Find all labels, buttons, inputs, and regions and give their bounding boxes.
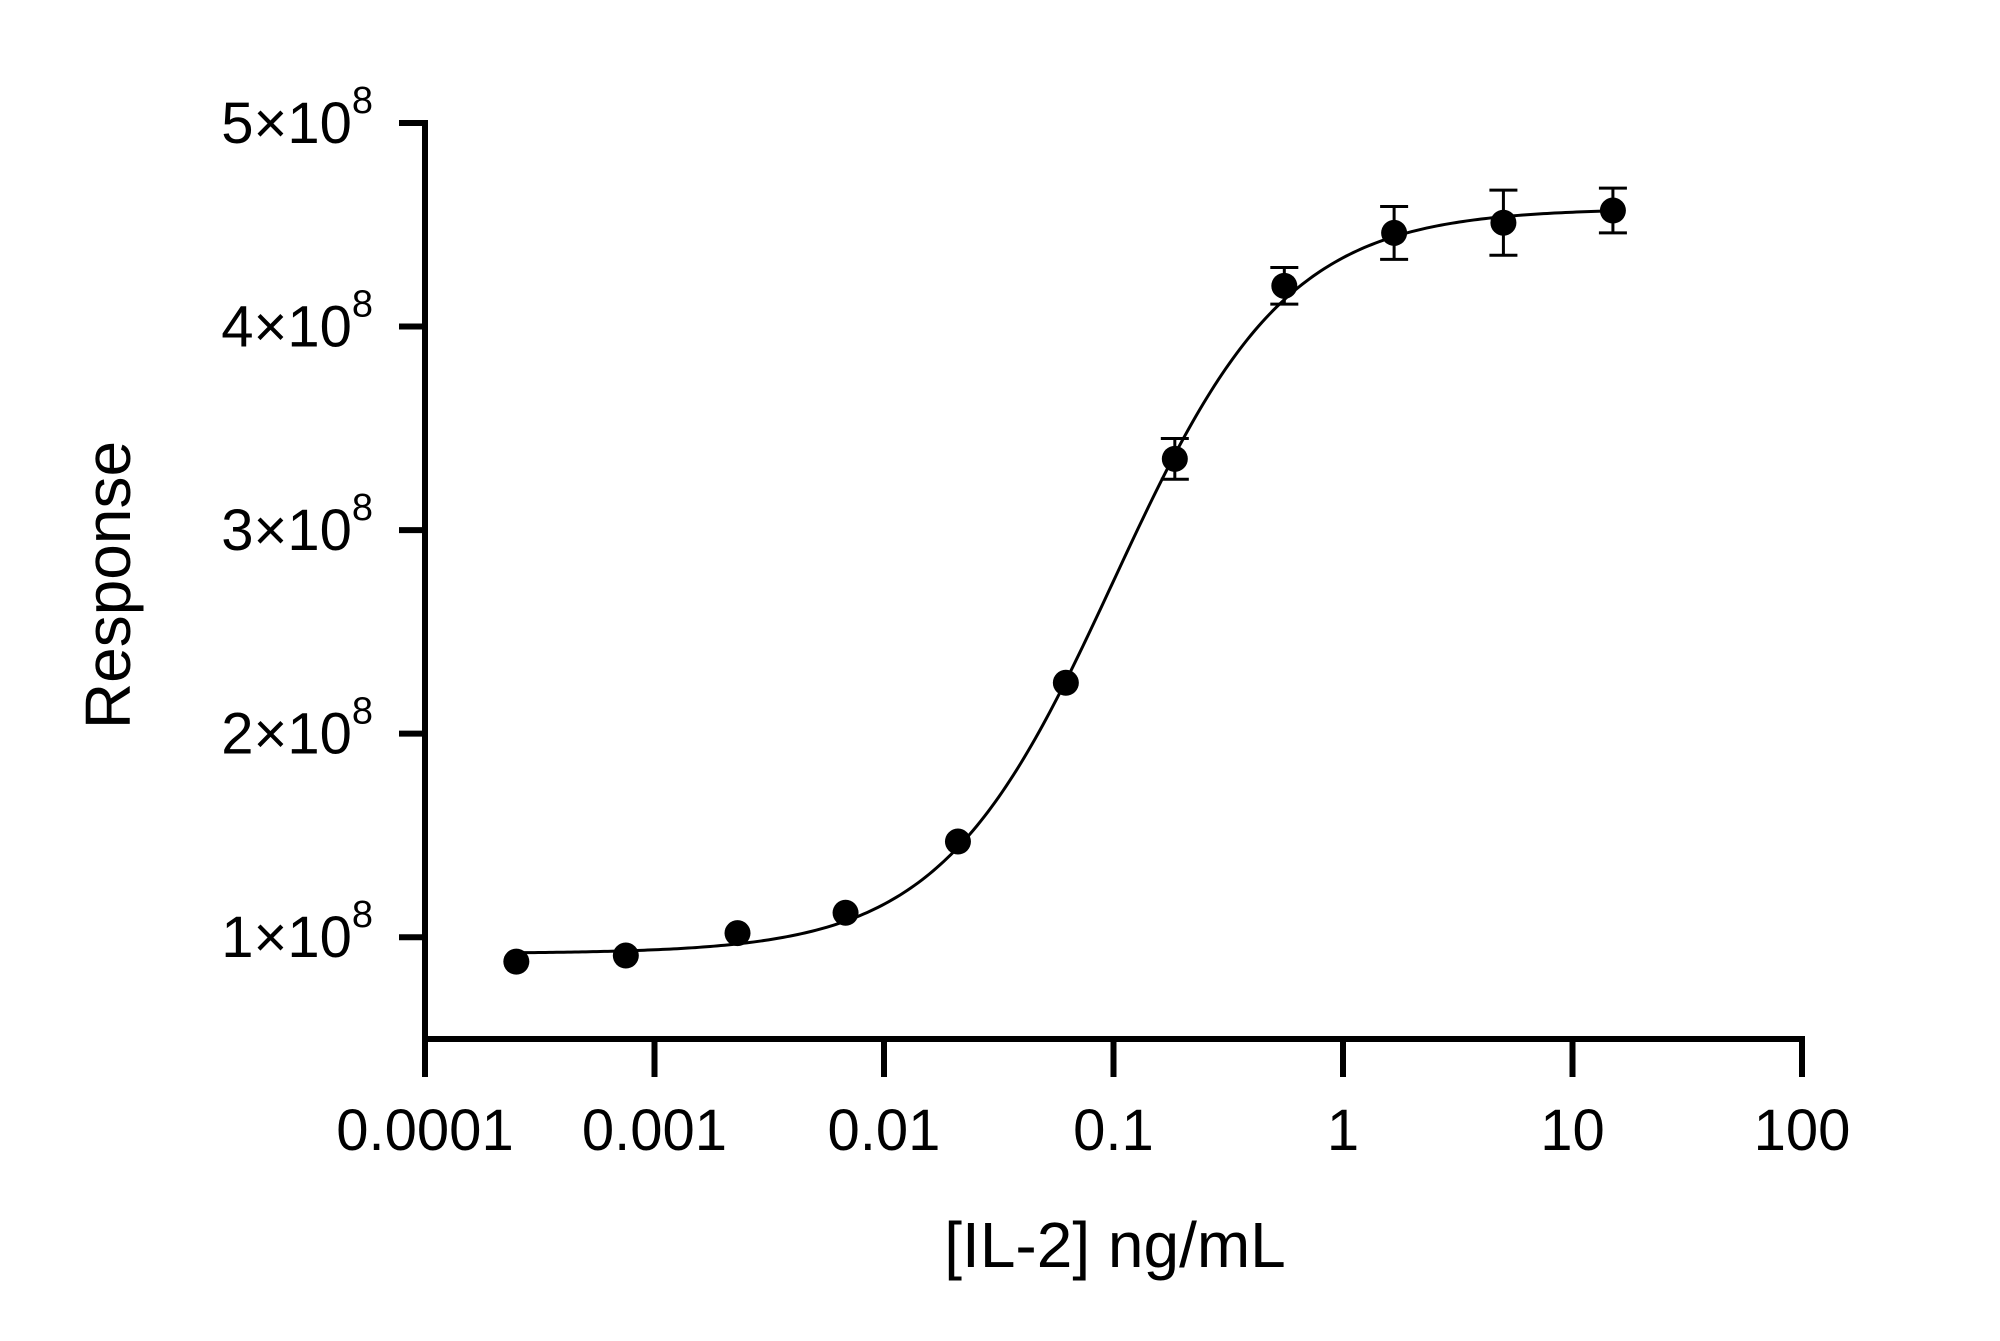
x-tick-label: 10 — [1540, 1098, 1605, 1163]
x-tick-label: 1 — [1327, 1098, 1359, 1163]
data-point — [612, 942, 639, 969]
data-point — [724, 920, 751, 947]
data-point — [1161, 445, 1188, 472]
data-point — [1271, 272, 1298, 299]
data-points — [503, 197, 1626, 975]
data-point — [1052, 669, 1079, 696]
x-axis-label: [IL-2] ng/mL — [944, 1209, 1286, 1281]
y-tick-label: 4×108 — [221, 284, 373, 360]
y-axis-ticks: 1×108 2×108 3×108 4×108 5×108 — [221, 80, 425, 970]
y-tick-label: 5×108 — [221, 80, 373, 156]
data-point — [944, 828, 971, 855]
x-axis-ticks: 0.0001 0.001 0.01 0.1 1 10 100 — [336, 1039, 1850, 1163]
x-tick-label: 100 — [1754, 1098, 1851, 1163]
y-tick-label: 2×108 — [221, 691, 373, 767]
x-tick-label: 0.1 — [1073, 1098, 1154, 1163]
data-point — [1381, 219, 1408, 246]
y-tick-label: 3×108 — [221, 487, 373, 563]
data-point — [832, 899, 859, 926]
data-point — [1599, 197, 1626, 224]
x-tick-label: 0.001 — [582, 1098, 727, 1163]
data-point — [1490, 209, 1517, 236]
data-point — [503, 948, 530, 975]
x-tick-label: 0.01 — [828, 1098, 941, 1163]
fit-curve — [516, 209, 1613, 955]
x-tick-label: 0.0001 — [336, 1098, 513, 1163]
y-axis-label: Response — [72, 441, 144, 729]
y-tick-label: 1×108 — [221, 894, 373, 970]
